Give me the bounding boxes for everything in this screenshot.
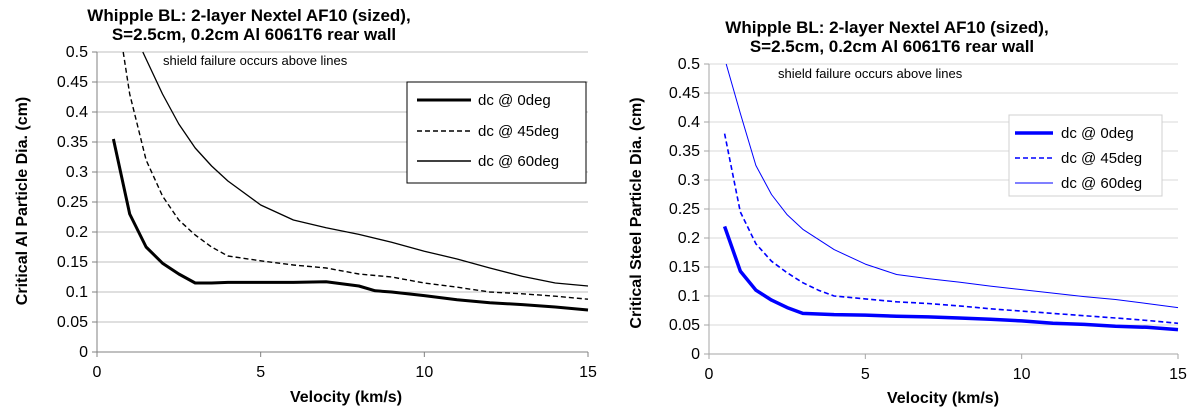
x-tick-label: 10 — [415, 364, 433, 381]
y-tick-label: 0.5 — [678, 56, 700, 73]
legend-label-0: dc @ 0deg — [478, 92, 551, 109]
y-tick-labels: 0 0.05 0.1 0.15 0.2 0.25 0.3 0.35 0.4 0.45 0.5 — [57, 44, 88, 361]
series-line-2 — [725, 63, 1179, 309]
series-line-0 — [111, 138, 589, 312]
y-tick-label: 0.2 — [678, 230, 700, 247]
series-line-1 — [122, 51, 589, 300]
y-tick-label: 0.2 — [66, 224, 88, 241]
y-tick-label: 0.05 — [57, 314, 88, 331]
legend-label-1: dc @ 45deg — [1061, 150, 1142, 167]
series-line-2 — [142, 51, 589, 287]
axes — [704, 63, 1179, 359]
chart-steel: Whipple BL: 2-layer Nextel AF10 (sized),… — [628, 18, 1187, 407]
chart-title-line-1: Whipple BL: 2-layer Nextel AF10 (sized), — [87, 6, 410, 25]
x-tick-label: 10 — [1013, 366, 1031, 383]
chart-annotation: shield failure occurs above lines — [778, 66, 963, 81]
legend-label-0: dc @ 0deg — [1061, 125, 1134, 142]
x-tick-label: 5 — [861, 366, 870, 383]
y-tick-label: 0.4 — [678, 114, 700, 131]
chart-annotation: shield failure occurs above lines — [163, 53, 348, 68]
y-tick-label: 0.25 — [669, 201, 700, 218]
series-lines — [722, 63, 1179, 332]
y-tick-label: 0.5 — [66, 44, 88, 61]
y-tick-label: 0.3 — [66, 164, 88, 181]
y-axis-label: Critical Steel Particle Dia. (cm) — [628, 97, 645, 328]
y-tick-label: 0.3 — [678, 172, 700, 189]
x-tick-label: 15 — [579, 364, 597, 381]
y-tick-label: 0.15 — [669, 259, 700, 276]
y-tick-label: 0.35 — [669, 143, 700, 160]
y-tick-label: 0.45 — [57, 74, 88, 91]
chart-title-line-1: Whipple BL: 2-layer Nextel AF10 (sized), — [725, 18, 1048, 37]
legend: dc @ 0deg dc @ 45deg dc @ 60deg — [1008, 114, 1163, 197]
y-tick-label: 0.35 — [57, 134, 88, 151]
y-tick-label: 0.25 — [57, 194, 88, 211]
x-axis-label: Velocity (km/s) — [887, 390, 999, 407]
y-tick-label: 0.1 — [678, 288, 700, 305]
axes — [92, 51, 589, 357]
series-lines — [111, 51, 589, 312]
y-tick-label: 0.4 — [66, 104, 88, 121]
y-axis-label: Critical Al Particle Dia. (cm) — [14, 97, 31, 305]
y-tick-label: 0.1 — [66, 284, 88, 301]
y-tick-labels: 0 0.05 0.1 0.15 0.2 0.25 0.3 0.35 0.4 0.45 0.5 — [669, 56, 700, 363]
y-tick-label: 0 — [79, 344, 88, 361]
legend-label-1: dc @ 45deg — [478, 123, 559, 140]
y-tick-label: 0.15 — [57, 254, 88, 271]
x-tick-label: 5 — [256, 364, 265, 381]
series-line-1 — [723, 133, 1179, 325]
x-tick-label: 0 — [705, 366, 714, 383]
y-tick-label: 0.45 — [669, 85, 700, 102]
chart-al: Whipple BL: 2-layer Nextel AF10 (sized),… — [14, 6, 597, 406]
legend: dc @ 0deg dc @ 45deg dc @ 60deg — [406, 81, 587, 184]
x-axis-label: Velocity (km/s) — [290, 389, 402, 406]
chart-title-line-2: S=2.5cm, 0.2cm Al 6061T6 rear wall — [112, 25, 396, 44]
x-tick-labels: 0 5 10 15 — [93, 364, 597, 381]
legend-label-2: dc @ 60deg — [478, 153, 559, 170]
y-tick-label: 0.05 — [669, 317, 700, 334]
series-line-0 — [722, 225, 1179, 332]
x-tick-label: 0 — [93, 364, 102, 381]
gridlines — [97, 51, 588, 323]
x-tick-label: 15 — [1169, 366, 1187, 383]
legend-label-2: dc @ 60deg — [1061, 175, 1142, 192]
chart-title-line-2: S=2.5cm, 0.2cm Al 6061T6 rear wall — [750, 37, 1034, 56]
x-tick-labels: 0 5 10 15 — [705, 366, 1187, 383]
y-tick-label: 0 — [691, 346, 700, 363]
